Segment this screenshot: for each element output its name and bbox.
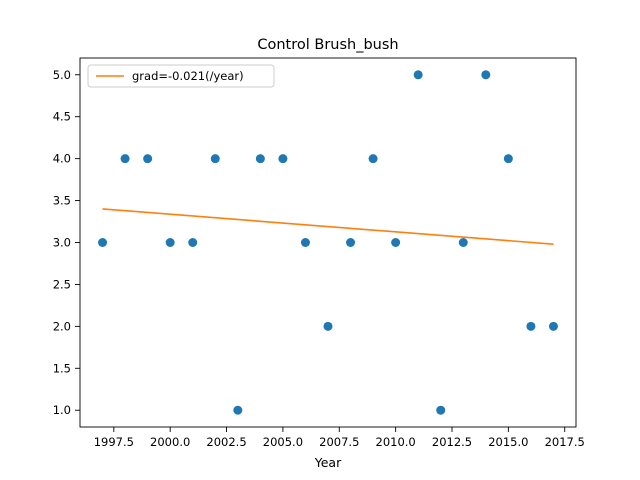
y-axis: 1.0 1.5 2.0 2.5 3.0 3.5 4.0 4.5 5.0 <box>53 68 80 417</box>
data-point <box>368 154 378 164</box>
trend-line <box>102 208 554 245</box>
data-point <box>255 154 265 164</box>
x-tick-label: 2007.5 <box>319 435 359 449</box>
legend-label: grad=-0.021(/year) <box>132 69 244 83</box>
x-tick-label: 2012.5 <box>432 435 472 449</box>
x-tick-label: 1997.5 <box>94 435 134 449</box>
y-tick-label: 2.0 <box>53 319 71 333</box>
x-tick-label: 2005.0 <box>263 435 303 449</box>
y-tick-label: 4.0 <box>53 152 71 166</box>
data-point <box>300 238 310 247</box>
data-point <box>548 321 558 331</box>
y-tick-label: 5.0 <box>53 68 71 82</box>
data-point <box>481 70 491 80</box>
data-point <box>278 154 288 164</box>
y-tick-label: 1.5 <box>53 361 71 375</box>
data-point <box>323 321 333 331</box>
x-tick-label: 2017.5 <box>545 435 585 449</box>
y-tick-label: 4.5 <box>53 110 71 124</box>
y-tick-label: 3.5 <box>53 194 71 208</box>
x-tick-label: 2015.0 <box>488 435 528 449</box>
data-point <box>413 70 423 80</box>
data-point <box>526 321 536 331</box>
y-tick-label: 2.5 <box>53 277 71 291</box>
data-point <box>210 154 220 164</box>
legend-box <box>87 64 275 88</box>
legend: grad=-0.021(/year) <box>87 64 275 88</box>
x-tick-label: 2000.0 <box>150 435 190 449</box>
y-tick-label: 1.0 <box>53 403 71 417</box>
data-point <box>391 238 401 247</box>
x-axis: 1997.5 2000.0 2002.5 2005.0 2007.5 2010.0 2012… <box>94 427 585 449</box>
data-point <box>503 154 513 164</box>
data-point <box>458 238 468 247</box>
data-point <box>143 154 153 164</box>
x-axis-label: Year <box>314 455 342 470</box>
data-point <box>233 405 243 415</box>
data-point <box>346 238 356 247</box>
data-point <box>436 405 446 415</box>
data-point <box>188 238 198 247</box>
data-point <box>98 238 108 247</box>
x-tick-label: 2002.5 <box>206 435 246 449</box>
x-tick-label: 2010.0 <box>376 435 416 449</box>
y-tick-label: 3.0 <box>53 236 71 250</box>
chart-title: Control Brush_bush <box>257 37 398 53</box>
data-point <box>165 238 175 247</box>
data-point <box>120 154 130 164</box>
